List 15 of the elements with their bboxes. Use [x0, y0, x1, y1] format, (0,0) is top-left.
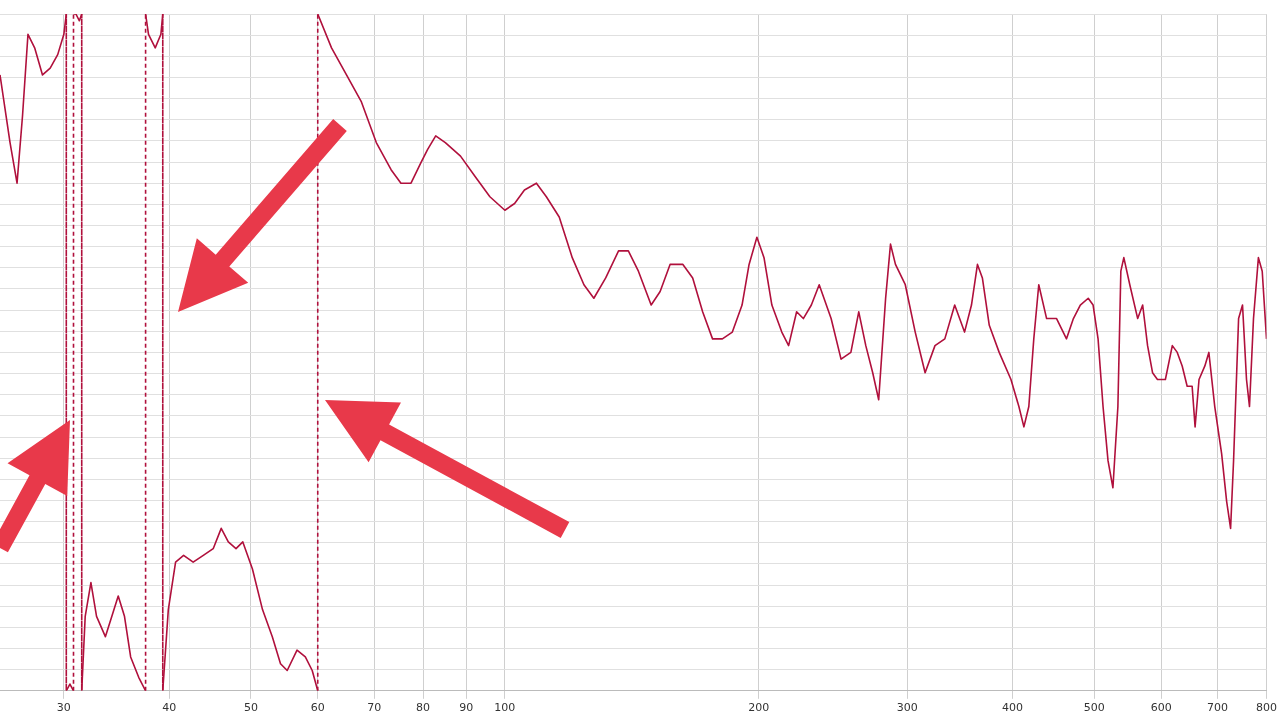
x-tick-label: 500 [1083, 701, 1105, 715]
x-tick-label: 60 [310, 701, 325, 715]
x-tick-label: 700 [1207, 701, 1229, 715]
x-tick-label: 100 [494, 701, 516, 715]
x-tick-label: 300 [896, 701, 918, 715]
x-tick-label: 200 [748, 701, 770, 715]
x-tick-label: 40 [162, 701, 177, 715]
x-tick-label: 400 [1002, 701, 1024, 715]
x-tick-label: 90 [459, 701, 474, 715]
x-tick-label: 80 [416, 701, 431, 715]
x-tick-label: 30 [56, 701, 71, 715]
x-tick-label: 50 [243, 701, 258, 715]
x-tick-label: 600 [1150, 701, 1172, 715]
x-tick-label: 800 [1256, 701, 1277, 715]
x-tick-label: 70 [367, 701, 382, 715]
